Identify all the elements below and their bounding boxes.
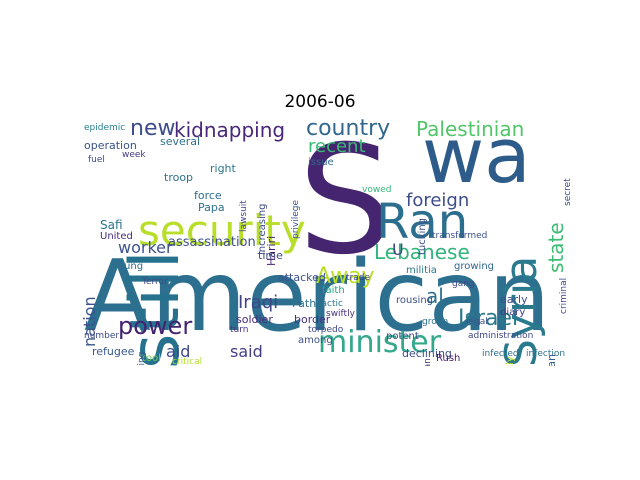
word: infection [526,349,566,359]
word: young [112,261,144,272]
word: rousing [396,295,434,306]
word: Israel [458,306,519,331]
word: number [84,331,120,341]
word: troop [164,171,194,184]
word: week [122,150,146,160]
word: force [194,189,222,202]
word: turn [230,325,249,335]
word: turning [137,352,147,366]
word: especially [505,356,516,366]
word: attacked [278,271,326,284]
word: al [426,284,444,308]
word: United [100,231,133,242]
word: gang [452,279,475,289]
word: critical [172,357,203,367]
word: militia [406,265,437,276]
word: infected [482,349,519,359]
word: border [294,313,331,326]
word: tucking [417,217,428,255]
word: growing [454,261,494,272]
word: Terror [142,277,168,287]
word: foreign [406,190,470,211]
word: lawsuit [239,200,249,232]
word: minister [318,325,442,360]
word: tool [142,353,161,364]
word: torpedo [308,325,344,335]
word: security [138,206,306,255]
word: group [422,317,449,327]
word: right [210,162,236,175]
word: swiftly [326,309,355,319]
word: soldier [236,313,273,326]
word: politician [545,354,558,366]
word: country [306,118,391,141]
word: among [298,335,333,346]
word: worker [118,238,173,257]
word: Safi [100,218,123,232]
word: S [298,118,394,288]
word: Path [292,297,317,310]
word: U [392,240,404,259]
chart-title: 2006-06 [284,92,356,112]
word: several [160,135,201,148]
word: trade [346,273,370,283]
word: state [544,222,568,273]
word: privilege [291,199,301,239]
word: operation [84,139,137,152]
word: Rush [436,353,461,364]
word: refugee [92,345,135,358]
word: American [84,240,551,354]
word: tactic [318,299,343,309]
word: potent [386,331,419,342]
word: criminal [559,277,569,314]
word: recent [308,136,366,157]
word: time [258,249,283,262]
word: Iraqi [238,292,279,313]
word: declining [402,347,452,360]
word: said [230,342,263,361]
word-cloud: American S wa still security Ran Syria m… [80,118,575,366]
word: Palestinian [416,118,525,141]
word: administration [468,331,534,341]
word: power [118,312,193,340]
word: woman [423,358,433,366]
word: diary [500,307,526,318]
word: faith [322,285,345,296]
word: increasing [257,203,268,255]
word: kidnapping [174,118,286,142]
word: Papa [198,201,225,214]
word: legal [466,317,488,327]
word: Away [316,264,375,289]
word: transformed [432,231,488,241]
word: secret [563,178,573,206]
word: vowed [362,185,392,195]
word: early [500,293,528,306]
word: Lebanese [374,240,470,264]
word: wa [422,118,531,200]
word: issue [308,157,334,168]
word: epidemic [84,123,126,133]
word: fuel [88,155,105,165]
word: aid [166,342,191,361]
word: Ran [376,194,469,250]
word: new [130,118,176,141]
word: assassination [168,235,256,250]
